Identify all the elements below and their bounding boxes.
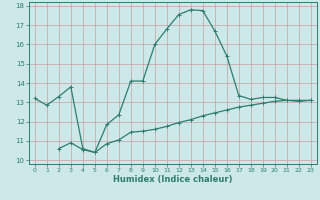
- X-axis label: Humidex (Indice chaleur): Humidex (Indice chaleur): [113, 175, 233, 184]
